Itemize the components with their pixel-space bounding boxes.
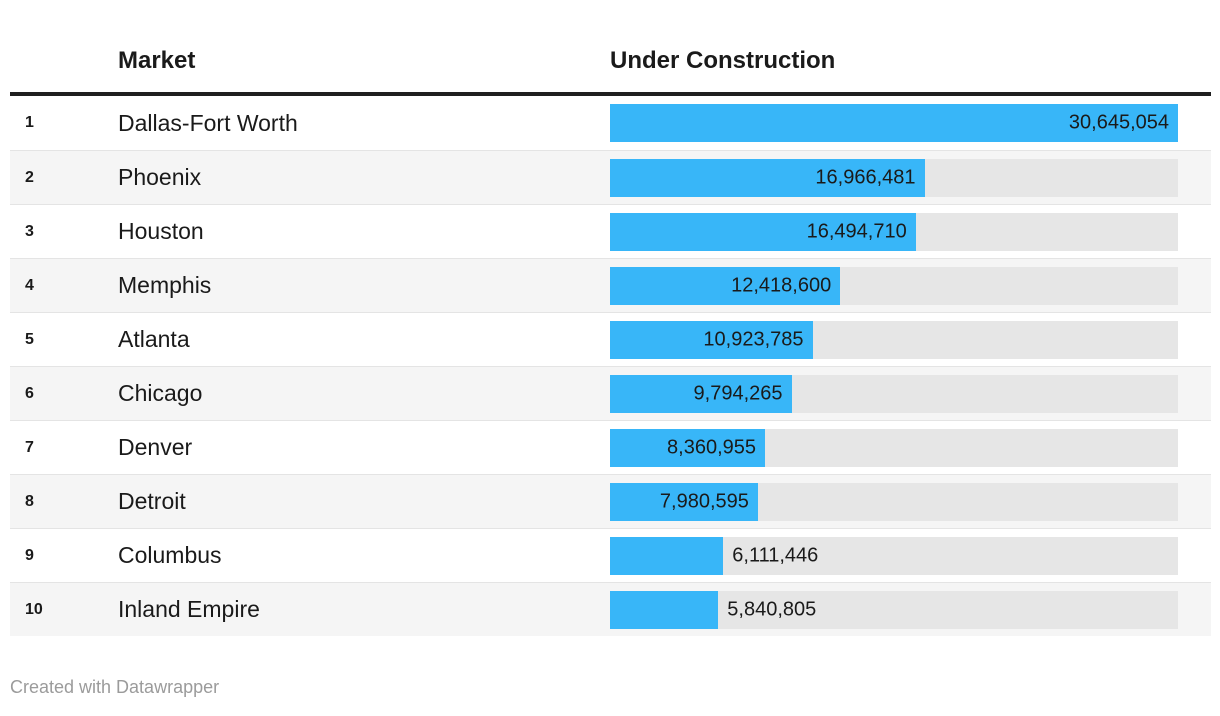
market-cell: Chicago [118,380,203,406]
value-bar [610,212,916,251]
bar-track: 6,111,446 [610,536,1178,575]
rank-cell: 3 [25,222,34,240]
table-row: 5 Atlanta 10,923,785 [10,312,1211,366]
rank-cell: 10 [25,600,43,618]
bar-track: 30,645,054 [610,104,1178,142]
bar-cell: 30,645,054 [610,104,1211,142]
bar-track: 7,980,595 [610,482,1178,521]
value-bar [610,266,841,305]
ranking-table: Market Under Construction 1 Dallas-Fort … [10,0,1211,636]
table-row: 1 Dallas-Fort Worth 30,645,054 [10,96,1211,150]
market-cell: Phoenix [118,164,202,190]
bar-track: 5,840,805 [610,590,1178,629]
table-row: 9 Columbus 6,111,446 [10,528,1211,582]
value-label: 10,923,785 [703,328,804,350]
rank-cell: 4 [25,276,34,294]
bar-cell: 10,923,785 [610,320,1211,359]
rank-cell: 1 [25,114,34,131]
bar-track: 16,966,481 [610,158,1178,197]
market-cell: Houston [118,218,204,244]
bar-cell: 7,980,595 [610,482,1211,521]
table-row: 7 Denver 8,360,955 [10,420,1211,474]
value-label: 16,966,481 [815,166,916,188]
market-cell: Memphis [118,272,212,298]
value-label: 30,645,054 [1068,111,1169,134]
table-body: 1 Dallas-Fort Worth 30,645,054 2 Phoenix… [10,96,1211,636]
table-row: 4 Memphis 12,418,600 [10,258,1211,312]
value-label: 6,111,446 [732,544,819,566]
rank-cell: 2 [25,168,34,186]
bar-cell: 5,840,805 [610,590,1211,629]
value-bar [610,320,813,359]
datawrapper-credit-link[interactable]: Created with Datawrapper [10,677,220,697]
value-bar [610,158,925,197]
bar-track: 8,360,955 [610,428,1178,467]
market-cell: Columbus [118,542,222,568]
rank-cell: 8 [25,492,34,510]
bar-cell: 9,794,265 [610,374,1211,413]
bar-track: 12,418,600 [610,266,1178,305]
under-construction-column-header: Under Construction [610,46,836,74]
market-cell: Dallas-Fort Worth [118,109,298,136]
value-label: 12,418,600 [731,274,832,296]
bar-cell: 8,360,955 [610,428,1211,467]
value-label: 5,840,805 [727,598,817,620]
value-bar [610,482,758,521]
bar-track: 9,794,265 [610,374,1178,413]
rank-cell: 6 [25,384,34,402]
bar-cell: 6,111,446 [610,536,1211,575]
market-cell: Atlanta [118,326,190,352]
bar-cell: 16,494,710 [610,212,1211,251]
value-label: 9,794,265 [693,382,783,404]
value-bar [610,536,724,575]
bar-track: 10,923,785 [610,320,1178,359]
value-bar [610,428,765,467]
value-label: 7,980,595 [659,490,749,512]
rank-cell: 9 [25,546,34,564]
market-cell: Detroit [118,488,186,514]
value-label: 16,494,710 [806,220,907,242]
rank-cell: 7 [25,438,34,456]
value-label: 8,360,955 [667,436,756,458]
market-cell: Inland Empire [118,596,260,622]
table-row: 6 Chicago 9,794,265 [10,366,1211,420]
bar-cell: 12,418,600 [610,266,1211,305]
bar-cell: 16,966,481 [610,158,1211,197]
table-row: 10 Inland Empire 5,840,805 [10,582,1211,636]
bar-track: 16,494,710 [610,212,1178,251]
market-column-header: Market [118,46,196,74]
market-cell: Denver [118,434,193,460]
table-header-row: Market Under Construction [10,0,1211,96]
table-row: 3 Houston 16,494,710 [10,204,1211,258]
value-bar [610,104,1178,142]
value-bar [610,590,719,629]
table-row: 2 Phoenix 16,966,481 [10,150,1211,204]
table-row: 8 Detroit 7,980,595 [10,474,1211,528]
rank-cell: 5 [25,330,34,348]
value-bar [610,374,792,413]
